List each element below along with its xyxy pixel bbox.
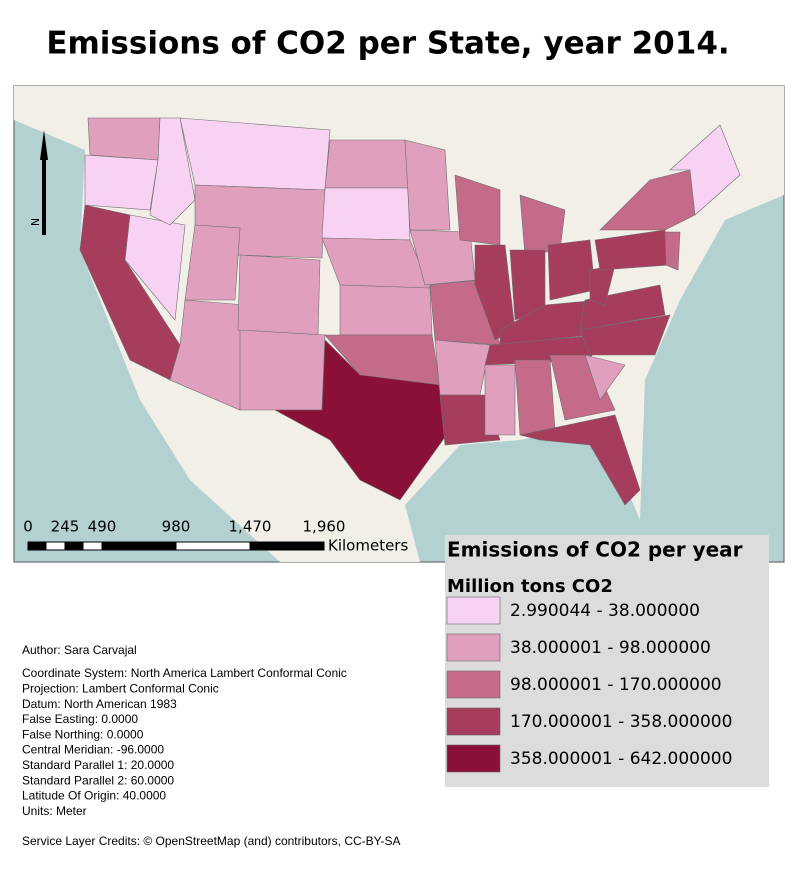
metadata-line: Datum: North American 1983 xyxy=(22,697,177,711)
credits: Service Layer Credits: © OpenStreetMap (… xyxy=(22,834,401,848)
scale-label: 1,960 xyxy=(303,518,346,536)
scale-label: 1,470 xyxy=(229,518,272,536)
state xyxy=(484,364,516,436)
state xyxy=(579,284,666,331)
scale-segment xyxy=(82,541,103,551)
metadata: Author: Sara Carvajal Service Layer Cred… xyxy=(22,643,401,848)
legend-label: 2.990044 - 38.000000 xyxy=(510,601,700,621)
scale-segment xyxy=(27,541,47,551)
scale-segment xyxy=(45,541,66,551)
state xyxy=(519,414,641,506)
state xyxy=(514,359,556,436)
legend-swatch xyxy=(446,596,501,625)
author: Author: Sara Carvajal xyxy=(22,643,137,657)
legend-swatch xyxy=(446,670,501,699)
state xyxy=(321,187,411,241)
legend-swatch xyxy=(446,744,501,773)
title: Emissions of CO2 per State, year 2014. xyxy=(46,26,729,62)
legend-swatch xyxy=(446,633,501,662)
metadata-line: Coordinate System: North America Lambert… xyxy=(22,666,347,680)
state xyxy=(584,354,626,401)
scale-segment xyxy=(175,541,251,551)
state xyxy=(669,124,741,216)
metadata-line: Projection: Lambert Conformal Conic xyxy=(22,681,219,695)
metadata-line: Units: Meter xyxy=(22,804,87,818)
state xyxy=(579,314,671,356)
metadata-line: False Northing: 0.0000 xyxy=(22,727,144,741)
state xyxy=(87,117,161,161)
legend-title: Emissions of CO2 per year xyxy=(447,538,743,562)
states xyxy=(79,117,741,506)
north-label: N xyxy=(29,218,42,226)
scale-label: 245 xyxy=(51,518,80,536)
state xyxy=(179,117,331,191)
legend-label: 358.000001 - 642.000000 xyxy=(510,749,732,769)
state xyxy=(404,139,451,231)
legend-label: 38.000001 - 98.000000 xyxy=(510,638,711,658)
north-arrow: N xyxy=(29,130,48,235)
scale-segment xyxy=(101,541,177,551)
scale-segment xyxy=(64,541,84,551)
state xyxy=(339,284,433,336)
scale-label: 490 xyxy=(88,518,117,536)
scale-label: 0 xyxy=(23,518,33,536)
legend-label: 170.000001 - 358.000000 xyxy=(510,712,732,732)
state xyxy=(549,354,616,421)
scale-segment xyxy=(249,541,325,551)
state xyxy=(547,239,596,301)
state xyxy=(434,339,491,396)
legend-label: 98.000001 - 170.000000 xyxy=(510,675,722,695)
state xyxy=(84,154,159,211)
metadata-line: Standard Parallel 1: 20.0000 xyxy=(22,758,174,772)
state xyxy=(664,231,681,271)
metadata-line: Standard Parallel 2: 60.0000 xyxy=(22,773,174,787)
state xyxy=(169,299,246,411)
scale-unit: Kilometers xyxy=(328,537,408,555)
metadata-line: False Easting: 0.0000 xyxy=(22,712,138,726)
state xyxy=(237,254,321,336)
state xyxy=(274,339,451,501)
metadata-line: Central Meridian: -96.0000 xyxy=(22,743,164,757)
metadata-line: Latitude Of Origin: 40.0000 xyxy=(22,789,166,803)
legend: Emissions of CO2 per year Million tons C… xyxy=(445,535,769,787)
state xyxy=(239,329,326,411)
legend-swatch xyxy=(446,707,501,736)
legend-subtitle: Million tons CO2 xyxy=(447,576,613,597)
state xyxy=(324,139,409,189)
scale-label: 980 xyxy=(162,518,191,536)
state xyxy=(184,224,241,301)
